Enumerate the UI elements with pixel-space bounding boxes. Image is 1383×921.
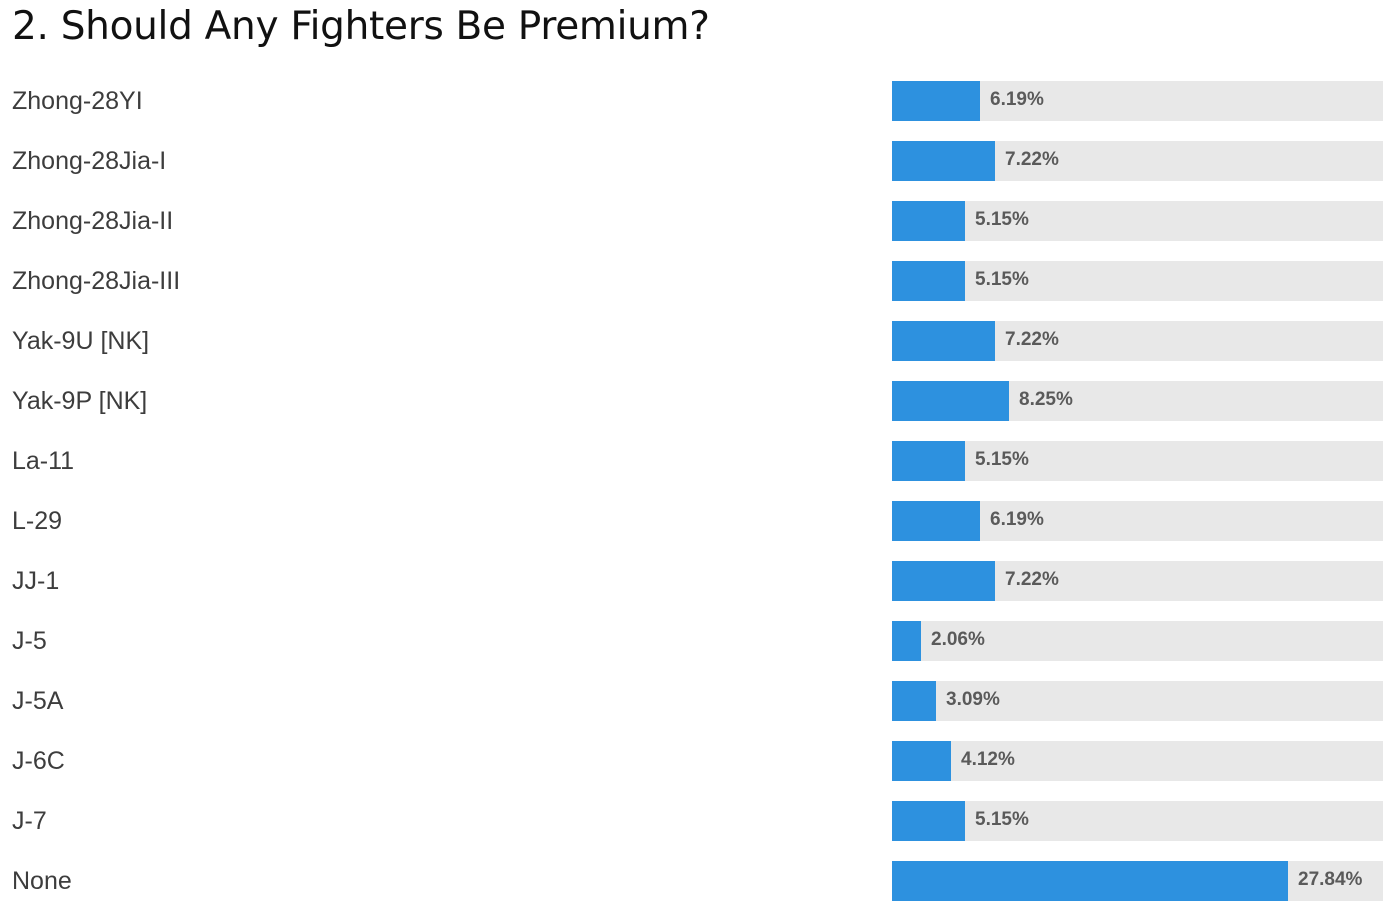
poll-option-label: None: [12, 867, 72, 895]
poll-option-row: JJ-1 7.22%: [0, 561, 1383, 601]
poll-bar-fill: [892, 801, 965, 841]
poll-option-label: Yak-9U [NK]: [12, 327, 150, 355]
poll-bar-track: 5.15%: [892, 201, 1383, 241]
poll-bar-track: 4.12%: [892, 741, 1383, 781]
poll-option-row: Zhong-28Jia-III 5.15%: [0, 261, 1383, 301]
poll-option-label: La-11: [12, 447, 75, 475]
poll-question-title: 2. Should Any Fighters Be Premium?: [12, 4, 710, 49]
poll-bar-track: 7.22%: [892, 321, 1383, 361]
poll-option-row: Yak-9P [NK] 8.25%: [0, 381, 1383, 421]
poll-option-row: Yak-9U [NK] 7.22%: [0, 321, 1383, 361]
poll-bar-percentage: 27.84%: [1298, 869, 1363, 890]
poll-option-row: Zhong-28Jia-I 7.22%: [0, 141, 1383, 181]
poll-bar-percentage: 5.15%: [975, 269, 1029, 290]
poll-bar-track: 6.19%: [892, 81, 1383, 121]
poll-bar-fill: [892, 741, 951, 781]
poll-option-row: L-29 6.19%: [0, 501, 1383, 541]
poll-bar-fill: [892, 681, 936, 721]
poll-bar-track: 7.22%: [892, 561, 1383, 601]
poll-option-row: None 27.84%: [0, 861, 1383, 901]
poll-bar-fill: [892, 441, 965, 481]
poll-bar-track: 5.15%: [892, 801, 1383, 841]
poll-bar-percentage: 4.12%: [961, 749, 1015, 770]
poll-bar-fill: [892, 81, 980, 121]
poll-bar-percentage: 6.19%: [990, 509, 1044, 530]
poll-bar-fill: [892, 381, 1009, 421]
poll-option-row: J-7 5.15%: [0, 801, 1383, 841]
poll-bar-fill: [892, 141, 995, 181]
poll-option-label: JJ-1: [12, 567, 60, 595]
poll-bar-percentage: 5.15%: [975, 809, 1029, 830]
poll-bar-percentage: 3.09%: [946, 689, 1000, 710]
poll-bar-percentage: 6.19%: [990, 89, 1044, 110]
poll-bar-fill: [892, 501, 980, 541]
poll-bar-track: 27.84%: [892, 861, 1383, 901]
poll-bar-track: 5.15%: [892, 441, 1383, 481]
poll-option-label: J-5: [12, 627, 47, 655]
poll-bar-fill: [892, 561, 995, 601]
poll-option-row: Zhong-28Jia-II 5.15%: [0, 201, 1383, 241]
poll-bar-track: 2.06%: [892, 621, 1383, 661]
poll-bar-track: 5.15%: [892, 261, 1383, 301]
poll-bar-percentage: 7.22%: [1005, 569, 1059, 590]
poll-option-label: Yak-9P [NK]: [12, 387, 148, 415]
poll-option-label: J-6C: [12, 747, 65, 775]
poll-option-row: La-11 5.15%: [0, 441, 1383, 481]
poll-option-label: J-5A: [12, 687, 64, 715]
poll-option-row: J-5 2.06%: [0, 621, 1383, 661]
poll-bar-percentage: 2.06%: [931, 629, 985, 650]
poll-bar-percentage: 7.22%: [1005, 149, 1059, 170]
poll-bar-track: 7.22%: [892, 141, 1383, 181]
poll-option-label: L-29: [12, 507, 63, 535]
poll-option-row: Zhong-28YI 6.19%: [0, 81, 1383, 121]
poll-bar-fill: [892, 621, 921, 661]
poll-bar-track: 6.19%: [892, 501, 1383, 541]
poll-option-label: Zhong-28Jia-III: [12, 267, 181, 295]
poll-bar-track: 8.25%: [892, 381, 1383, 421]
poll-bar-track: 3.09%: [892, 681, 1383, 721]
poll-results-chart: Zhong-28YI 6.19% Zhong-28Jia-I 7.22% Zhong-2…: [0, 81, 1383, 921]
poll-option-label: Zhong-28YI: [12, 87, 143, 115]
poll-bar-fill: [892, 261, 965, 301]
poll-bar-fill: [892, 201, 965, 241]
poll-option-label: Zhong-28Jia-I: [12, 147, 167, 175]
poll-bar-percentage: 7.22%: [1005, 329, 1059, 350]
poll-option-label: Zhong-28Jia-II: [12, 207, 174, 235]
poll-bar-percentage: 5.15%: [975, 449, 1029, 470]
poll-option-row: J-6C 4.12%: [0, 741, 1383, 781]
poll-bar-percentage: 8.25%: [1019, 389, 1073, 410]
poll-bar-fill: [892, 861, 1288, 901]
poll-bar-fill: [892, 321, 995, 361]
poll-bar-percentage: 5.15%: [975, 209, 1029, 230]
poll-option-row: J-5A 3.09%: [0, 681, 1383, 721]
poll-option-label: J-7: [12, 807, 47, 835]
